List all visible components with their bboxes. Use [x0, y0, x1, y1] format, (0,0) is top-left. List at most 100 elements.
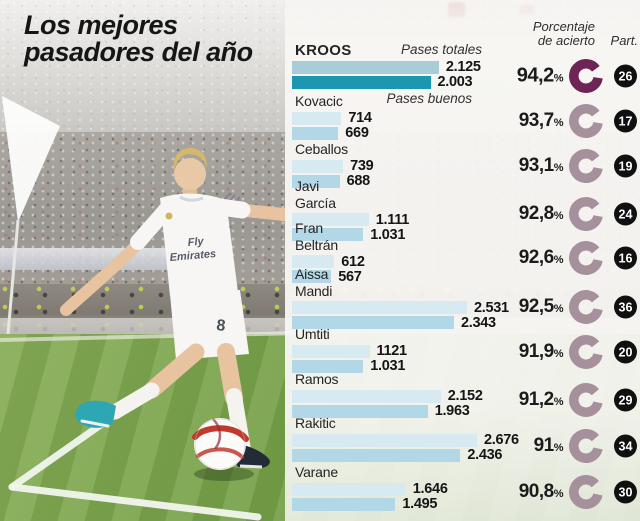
bar-pases-totales — [292, 389, 441, 403]
player-name: KROOS — [295, 42, 352, 59]
bar-pases-totales — [292, 301, 467, 314]
accuracy-donut — [569, 241, 603, 275]
value-pases-totales: 1.646 — [412, 481, 448, 497]
bar-pases-buenos — [292, 126, 339, 140]
participation-badge: 34 — [614, 434, 637, 458]
participation-badge: 36 — [614, 295, 637, 319]
participation-badge: 30 — [614, 480, 637, 504]
value-pases-buenos: 688 — [346, 173, 371, 189]
bar-pases-buenos — [292, 174, 340, 188]
player-name: Kovacic — [295, 93, 343, 109]
value-pases-buenos: 1.031 — [370, 358, 406, 374]
bar-pases-totales — [292, 344, 370, 358]
player-name: Varane — [295, 464, 338, 480]
value-pases-totales: 2.152 — [447, 388, 483, 404]
value-pases-totales: 714 — [348, 110, 372, 126]
accuracy-donut — [569, 59, 603, 93]
bar-pases-buenos — [292, 75, 431, 89]
accuracy-value: 92,5% — [518, 296, 564, 317]
player-name: Beltrán — [295, 236, 338, 253]
chart-panel: Porcentaje de acierto Part. Pases totale… — [285, 0, 640, 521]
accuracy-value: 93,1% — [518, 155, 564, 176]
value-pases-totales: 739 — [350, 158, 374, 174]
accuracy-value: 91,2% — [518, 389, 564, 410]
player-row-aissa-mandi: Aissa Mandi 2.531 2.343 — [292, 266, 640, 331]
bar-pases-buenos — [292, 359, 364, 373]
bar-pases-buenos — [292, 316, 454, 329]
player-row-javi-garcia: Javi García 1.111 1.031 — [292, 178, 640, 243]
player-row-varane: Varane 1.646 1.495 — [292, 464, 640, 513]
value-pases-buenos: 2.343 — [461, 314, 496, 331]
player-row-ceballos: Ceballos 739 688 — [292, 141, 640, 190]
bar-pases-buenos — [292, 448, 461, 462]
legend-pases-buenos: Pases buenos — [386, 91, 472, 106]
participation-badge: 20 — [614, 340, 637, 364]
accuracy-donut — [569, 335, 603, 369]
legend-pases-totales: Pases totales — [400, 42, 482, 57]
accuracy-value: 92,8% — [518, 203, 564, 224]
value-pases-totales: 612 — [341, 253, 365, 270]
value-pases-buenos: 2.436 — [467, 447, 503, 463]
value-pases-buenos: 1.031 — [370, 226, 406, 243]
participation-badge: 24 — [614, 202, 637, 226]
value-pases-totales: 1121 — [376, 343, 408, 359]
player-name: Fran — [295, 220, 323, 236]
bar-pases-buenos — [292, 497, 396, 511]
value-pases-buenos: 1.495 — [402, 496, 438, 512]
value-pases-buenos: 669 — [345, 125, 369, 141]
player-name: Javi — [295, 178, 320, 194]
value-pases-buenos: 1.963 — [434, 403, 470, 419]
participation-badge: 17 — [614, 109, 637, 133]
accuracy-value: 90,8% — [518, 481, 564, 502]
participation-column-header: Part. — [610, 33, 638, 48]
soccer-ball — [192, 418, 254, 481]
player-name: Rakitic — [295, 415, 336, 431]
player-name: Umtiti — [295, 326, 330, 342]
accuracy-donut — [569, 475, 603, 509]
title-line2: pasadores del año — [24, 37, 253, 67]
player-name: Aissa — [295, 266, 329, 282]
player-name: Ceballos — [295, 141, 348, 157]
bar-pases-totales — [292, 482, 406, 496]
bar-pases-totales — [292, 255, 335, 268]
bar-pases-buenos — [292, 270, 332, 283]
participation-badge: 19 — [614, 154, 637, 178]
accuracy-donut — [569, 290, 603, 324]
accuracy-value: 92,6% — [518, 247, 564, 268]
bar-pases-totales — [292, 433, 477, 447]
player-row-ramos: Ramos 2.152 1.963 — [292, 371, 640, 420]
value-pases-totales: 1.111 — [375, 211, 409, 228]
accuracy-value: 91% — [533, 435, 564, 456]
player-row-kroos: KROOS 2.125 2.003 — [292, 42, 640, 91]
value-pases-totales: 2.531 — [474, 299, 509, 316]
bar-pases-buenos — [292, 228, 364, 241]
bar-pases-totales — [292, 213, 369, 226]
svg-text:Fly: Fly — [187, 236, 205, 249]
bar-pases-totales — [292, 159, 344, 173]
participation-badge: 26 — [614, 64, 637, 88]
corner-flag — [2, 96, 60, 335]
participation-badge: 16 — [614, 246, 637, 270]
player-row-umtiti: Umtiti 1121 1.031 — [292, 326, 640, 375]
accuracy-value: 91,9% — [518, 341, 564, 362]
player-figure: Fly Emirates 8 — [60, 148, 295, 469]
accuracy-donut — [569, 383, 603, 417]
value-pases-buenos: 2.003 — [437, 74, 473, 90]
bar-pases-buenos — [292, 404, 428, 418]
participation-badge: 29 — [614, 388, 637, 412]
value-pases-buenos: 567 — [338, 268, 362, 285]
player-name: Mandi — [295, 282, 333, 299]
accuracy-donut — [569, 104, 603, 138]
svg-text:8: 8 — [216, 317, 227, 335]
svg-text:Emirates: Emirates — [169, 248, 216, 264]
accuracy-donut — [569, 429, 603, 463]
pitch-lines — [0, 331, 301, 521]
bar-pases-totales — [292, 60, 439, 74]
player-name: Ramos — [295, 371, 339, 387]
page-title: Los mejores pasadores del año — [24, 12, 253, 66]
player-row-rakitic: Rakitic 2.676 2.436 — [292, 415, 640, 464]
player-name: García — [295, 194, 336, 211]
bar-pases-totales — [292, 111, 342, 125]
